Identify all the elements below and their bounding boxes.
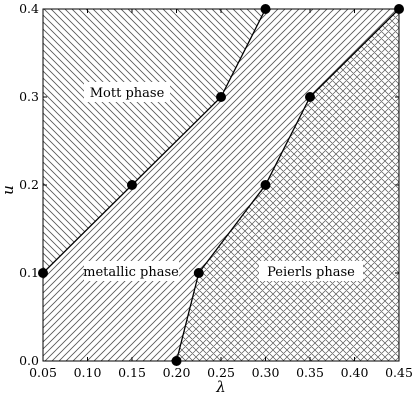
x-tick-label: 0.40 (341, 365, 369, 380)
mott-phase-region (43, 9, 266, 273)
metallic-label-bg (84, 261, 179, 281)
y-tick-label: 0.4 (19, 1, 39, 16)
y-tick-label: 0.0 (19, 353, 39, 368)
x-tick-label: 0.05 (29, 365, 57, 380)
peierls-label-bg (259, 261, 363, 281)
metal-peierls-point-1 (193, 268, 204, 278)
x-tick-label: 0.10 (74, 365, 102, 380)
x-tick-label: 0.45 (385, 365, 413, 380)
mott-label-bg (84, 82, 170, 102)
metal-peierls-point-3 (305, 92, 315, 102)
mott-metal-point-2 (216, 92, 226, 102)
metallic-phase-label: metallic phase (83, 265, 179, 280)
x-tick-label: 0.25 (207, 365, 235, 380)
y-tick-label: 0.1 (19, 265, 39, 280)
y-tick-label: 0.3 (19, 89, 39, 104)
y-axis-title: u (0, 185, 17, 195)
x-tick-label: 0.20 (163, 365, 191, 380)
x-tick-label: 0.30 (252, 365, 280, 380)
mott-metal-point-1 (127, 180, 137, 190)
peierls-phase-label: Peierls phase (267, 265, 355, 280)
y-axis-ticks: 0.0 0.1 0.2 0.3 0.4 (19, 1, 399, 368)
mott-metal-boundary-line (42, 8, 267, 274)
mott-phase-label: Mott phase (90, 86, 165, 101)
x-tick-label: 0.35 (296, 365, 324, 380)
x-tick-label: 0.15 (118, 365, 146, 380)
metal-peierls-point-2 (260, 180, 271, 190)
y-tick-label: 0.2 (19, 177, 39, 192)
x-axis-ticks: 0.05 0.10 0.15 0.20 0.25 0.30 0.35 0.40 0.45 (29, 9, 413, 380)
region-labels: Mott phase metallic phase Peierls phase (83, 82, 363, 281)
x-axis-title: λ (215, 378, 226, 396)
